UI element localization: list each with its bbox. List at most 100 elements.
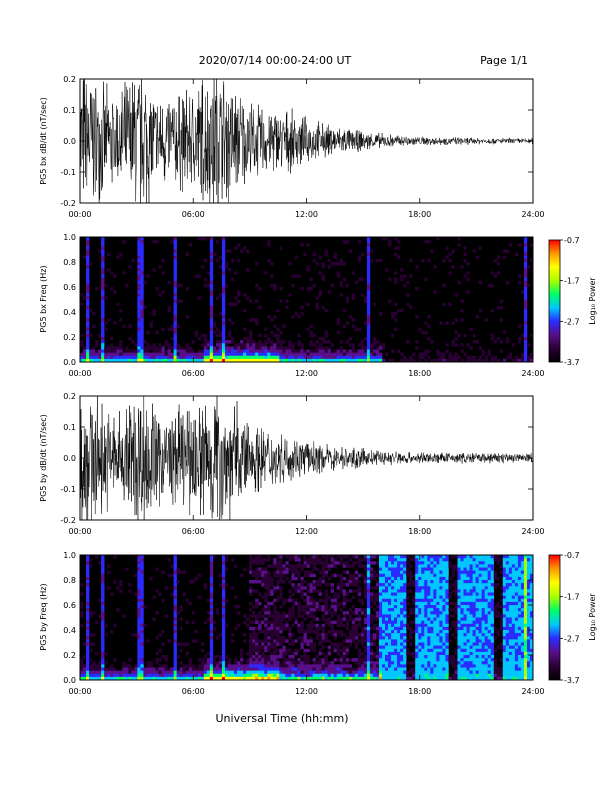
spectrogram-cell	[149, 355, 153, 360]
spectrogram-cell	[273, 598, 277, 603]
spectrogram-cell	[294, 352, 298, 357]
spectrogram-cell	[487, 645, 492, 650]
spectrogram-cell	[291, 642, 295, 646]
spectrogram-cell	[185, 620, 190, 625]
spectrogram-cell	[252, 346, 256, 350]
spectrogram-cell	[493, 626, 498, 631]
spectrogram-cell	[110, 287, 114, 291]
spectrogram-cell	[400, 673, 404, 678]
spectrogram-cell	[255, 358, 259, 363]
spectrogram-cell	[203, 583, 208, 587]
spectrogram-cell	[469, 623, 473, 628]
spectrogram-cell	[433, 645, 437, 650]
spectrogram-cell	[173, 601, 177, 606]
spectrogram-cell	[400, 583, 404, 587]
spectrogram-cell	[188, 601, 193, 606]
spectrogram-cell	[400, 595, 404, 600]
spectrogram-cell	[197, 573, 202, 578]
spectrogram-cell	[375, 676, 380, 681]
spectrogram-cell	[303, 352, 307, 357]
spectrogram-cell	[101, 614, 105, 618]
spectrogram-cell	[481, 561, 485, 565]
spectrogram-cell	[418, 598, 422, 603]
spectrogram-cell	[472, 651, 476, 656]
spectrogram-cell	[258, 623, 262, 628]
spectrogram-cell	[243, 349, 247, 353]
spectrogram-cell	[125, 673, 129, 678]
spectrogram-cell	[288, 346, 292, 350]
spectrogram-cell	[487, 626, 492, 631]
spectrogram-cell	[104, 358, 108, 363]
spectrogram-cell	[406, 651, 410, 656]
spectrogram-cell	[300, 567, 304, 571]
spectrogram-cell	[312, 283, 316, 288]
spectrogram-cell	[270, 355, 274, 360]
spectrogram-cell	[173, 564, 177, 568]
spectrogram-cell	[418, 645, 422, 650]
spectrogram-cell	[460, 608, 464, 612]
spectrogram-cell	[227, 670, 232, 675]
spectrogram-cell	[457, 623, 461, 628]
spectrogram-cell	[433, 648, 437, 653]
spectrogram-cell	[424, 673, 428, 678]
spectrogram-cell	[203, 349, 208, 353]
spectrogram-cell	[321, 605, 325, 609]
spectrogram-cell	[424, 676, 428, 681]
spectrogram-cell	[128, 583, 132, 587]
spectrogram-cell	[101, 237, 105, 241]
spectrogram-cell	[454, 318, 458, 322]
spectrogram-cell	[318, 633, 322, 637]
spectrogram-cell	[113, 358, 117, 363]
spectrogram-cell	[345, 299, 350, 303]
spectrogram-cell	[110, 667, 114, 671]
spectrogram-cell	[134, 573, 138, 578]
spectrogram-cell	[421, 658, 425, 662]
spectrogram-cell	[224, 664, 229, 668]
spectrogram-cell	[173, 358, 177, 363]
spectrogram-cell	[240, 349, 244, 353]
spectrogram-cell	[481, 648, 485, 653]
spectrogram-cell	[351, 623, 356, 628]
spectrogram-cell	[131, 358, 135, 363]
spectrogram-cell	[466, 290, 470, 294]
spectrogram-cell	[140, 246, 144, 250]
spectrogram-cell	[342, 617, 347, 621]
spectrogram-cell	[433, 667, 437, 671]
spectrogram-cell	[107, 268, 111, 272]
spectrogram-cell	[224, 555, 229, 559]
spectrogram-cell	[360, 340, 365, 344]
spectrogram-cell	[484, 626, 488, 631]
spectrogram-cell	[391, 617, 395, 621]
spectrogram-cell	[502, 673, 507, 678]
spectrogram-cell	[167, 673, 171, 678]
spectrogram-cell	[388, 277, 392, 282]
spectrogram-cell	[258, 676, 262, 681]
spectrogram-cell	[264, 567, 268, 571]
spectrogram-cell	[445, 255, 449, 260]
spectrogram-cell	[442, 676, 446, 681]
spectrogram-cell	[439, 639, 443, 643]
spectrogram-cell	[209, 661, 214, 665]
spectrogram-cell	[137, 321, 141, 325]
spectrogram-cell	[264, 676, 268, 681]
spectrogram-cell	[95, 343, 99, 347]
spectrogram-cell	[366, 277, 371, 282]
spectrogram-cell	[403, 605, 407, 609]
spectrogram-cell	[303, 633, 307, 637]
spectrogram-cell	[318, 349, 322, 353]
spectrogram-cell	[342, 655, 347, 659]
spectrogram-cell	[101, 617, 105, 621]
spectrogram-cell	[327, 664, 331, 668]
spectrogram-cell	[303, 617, 307, 621]
spectrogram-cell	[264, 349, 268, 353]
spectrogram-cell	[439, 608, 443, 612]
spectrogram-cell	[472, 558, 476, 562]
spectrogram-cell	[312, 676, 316, 681]
spectrogram-cell	[218, 358, 223, 363]
x-axis-bx-freq: 00:00 06:00 12:00 18:00 24:00	[68, 237, 545, 378]
spectrogram-cell	[255, 573, 259, 578]
y-tick-label: -0.2	[60, 516, 76, 525]
spectrogram-cell	[321, 614, 325, 618]
spectrogram-cell	[366, 673, 371, 678]
spectrogram-cell	[203, 337, 208, 341]
